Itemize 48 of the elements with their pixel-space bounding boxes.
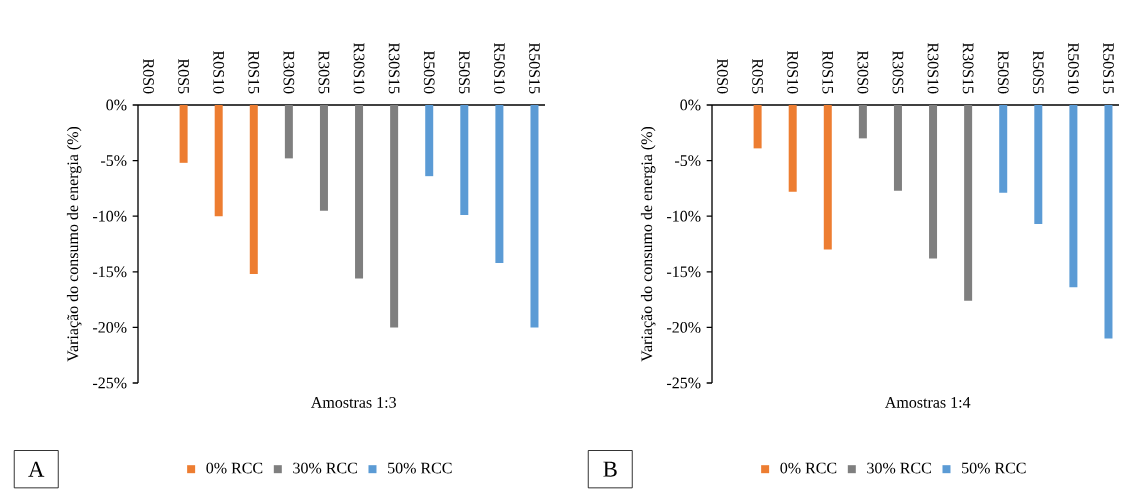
x-tick-label: R0S10 <box>213 50 225 94</box>
legend-label: 30% RCC <box>867 462 931 474</box>
x-tick-label: R50S15 <box>529 42 540 94</box>
x-axis-title: Amostras 1:3 <box>310 397 396 408</box>
legend-label: 0% RCC <box>780 462 837 474</box>
x-tick-label: R50S15 <box>1103 42 1114 94</box>
y-tick-label: -10% <box>667 210 701 222</box>
y-tick-label: 0% <box>680 99 701 111</box>
text: B <box>603 461 617 477</box>
x-tick-label: R30S5 <box>892 50 904 94</box>
text: A <box>28 461 45 477</box>
x-tick-label: R0S5 <box>178 58 190 94</box>
x-tick-label: R0S0 <box>717 58 728 94</box>
x-tick-label: R30S10 <box>927 42 939 94</box>
y-axis-title: Variação do consumo de energia (%) <box>66 126 82 362</box>
y-tick-label: -20% <box>667 321 701 333</box>
y-tick-label: -15% <box>667 266 701 278</box>
x-tick-label: R30S0 <box>857 50 869 94</box>
x-tick-label: R30S5 <box>318 50 330 94</box>
x-tick-label: R0S10 <box>787 50 799 94</box>
y-tick-label: -5% <box>101 155 127 167</box>
x-tick-label: R0S15 <box>822 50 834 94</box>
y-tick-label: -5% <box>675 155 701 167</box>
legend-label: 30% RCC <box>293 462 357 474</box>
x-tick-label: R50S10 <box>1068 42 1079 94</box>
x-tick-label: R0S0 <box>143 58 154 94</box>
x-tick-label: R30S15 <box>388 42 400 94</box>
legend-label: 0% RCC <box>206 462 263 474</box>
x-tick-label: R50S5 <box>458 50 470 94</box>
x-tick-label: R0S15 <box>248 50 260 94</box>
x-tick-label: R30S15 <box>962 42 974 94</box>
y-tick-label: -20% <box>93 321 127 333</box>
y-tick-label: -10% <box>93 210 127 222</box>
y-tick-label: -15% <box>93 266 127 278</box>
y-axis-title: Variação do consumo de energia (%) <box>640 126 656 362</box>
x-tick-label: R0S5 <box>752 58 764 94</box>
x-tick-label: R50S0 <box>997 50 1009 94</box>
x-tick-label: R50S10 <box>494 42 505 94</box>
y-tick-label: -25% <box>93 377 127 389</box>
y-tick-label: 0% <box>106 99 127 111</box>
legend-label: 50% RCC <box>962 462 1026 474</box>
legend-label: 50% RCC <box>388 462 452 474</box>
x-axis-title: Amostras 1:4 <box>884 397 971 408</box>
x-tick-label: R30S10 <box>353 42 365 94</box>
y-tick-label: -25% <box>667 377 701 389</box>
x-tick-label: R50S0 <box>423 50 435 94</box>
x-tick-label: R50S5 <box>1032 50 1044 94</box>
x-tick-label: R30S0 <box>283 50 295 94</box>
